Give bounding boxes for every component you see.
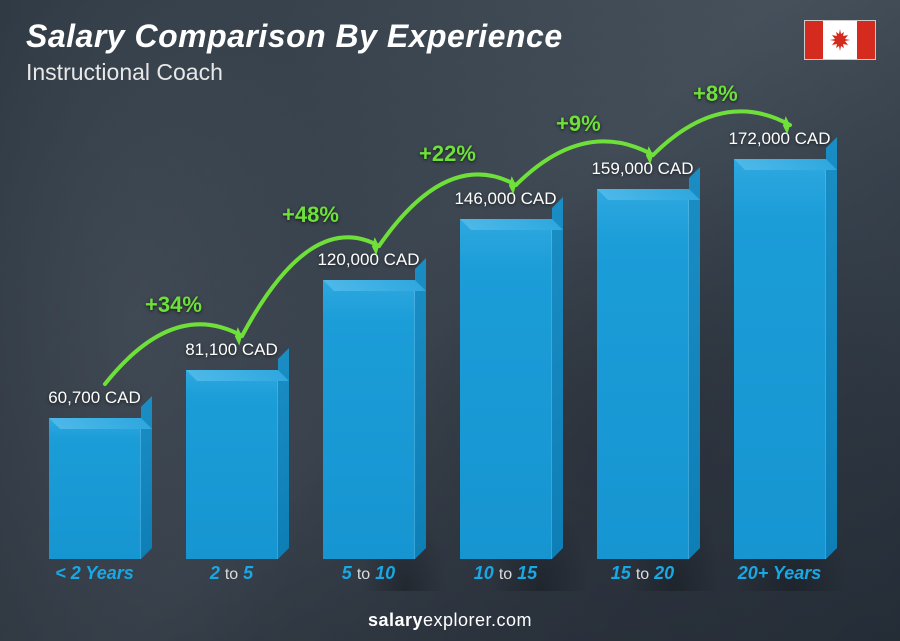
increment-pct-label: +22% — [419, 141, 476, 167]
bar-col: 159,000 CAD — [574, 159, 711, 559]
header: Salary Comparison By Experience Instruct… — [26, 18, 874, 86]
bar-col: 120,000 CAD — [300, 250, 437, 559]
bar-3d — [49, 418, 141, 559]
bar-3d — [186, 370, 278, 559]
category-axis: < 2 Years2 to 55 to 1010 to 1515 to 2020… — [26, 561, 848, 585]
bar-col: 60,700 CAD — [26, 388, 163, 559]
canada-flag-icon — [804, 20, 876, 60]
bar-3d — [323, 280, 415, 559]
category-label: 5 to 10 — [300, 563, 437, 584]
bar-3d — [597, 189, 689, 559]
bar-value-label: 60,700 CAD — [48, 388, 141, 408]
increment-pct-label: +34% — [145, 292, 202, 318]
bars-row: 60,700 CAD 81,100 CAD 120,000 CAD 146,000 C… — [26, 120, 848, 559]
category-label: < 2 Years — [26, 563, 163, 584]
increment-pct-label: +9% — [556, 111, 601, 137]
bar-3d — [460, 219, 552, 559]
category-label: 2 to 5 — [163, 563, 300, 584]
footer-brand: salaryexplorer.com — [0, 610, 900, 631]
category-label: 15 to 20 — [574, 563, 711, 584]
brand-bold: salary — [368, 610, 423, 630]
page-title: Salary Comparison By Experience — [26, 18, 874, 55]
bar-col: 81,100 CAD — [163, 340, 300, 559]
category-label: 20+ Years — [711, 563, 848, 584]
bar-3d — [734, 159, 826, 559]
bar-value-label: 146,000 CAD — [454, 189, 556, 209]
salary-bar-chart: 60,700 CAD 81,100 CAD 120,000 CAD 146,000 C… — [26, 120, 848, 585]
bar-col: 146,000 CAD — [437, 189, 574, 559]
page-subtitle: Instructional Coach — [26, 59, 874, 86]
bar-value-label: 159,000 CAD — [591, 159, 693, 179]
bar-value-label: 120,000 CAD — [317, 250, 419, 270]
increment-pct-label: +8% — [693, 81, 738, 107]
category-label: 10 to 15 — [437, 563, 574, 584]
bar-value-label: 81,100 CAD — [185, 340, 278, 360]
increment-pct-label: +48% — [282, 202, 339, 228]
brand-rest: explorer.com — [423, 610, 532, 630]
bar-value-label: 172,000 CAD — [728, 129, 830, 149]
bar-col: 172,000 CAD — [711, 129, 848, 559]
